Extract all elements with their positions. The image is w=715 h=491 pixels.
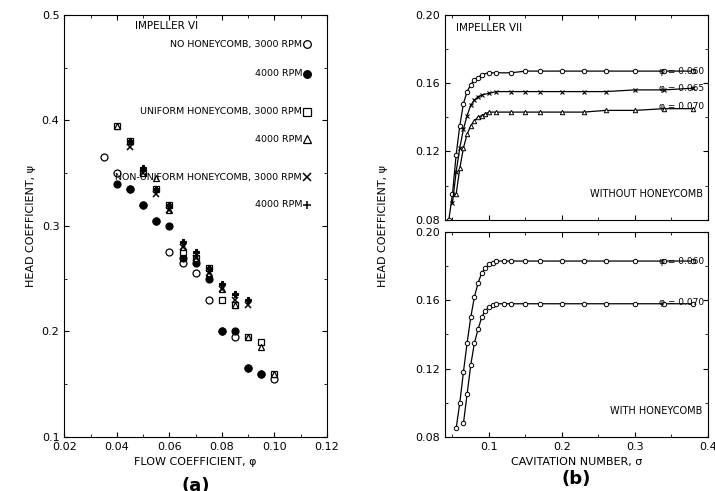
Text: IMPELLER VI: IMPELLER VI bbox=[135, 21, 198, 31]
Text: φ = 0.065: φ = 0.065 bbox=[659, 83, 704, 93]
Text: φ = 0.060: φ = 0.060 bbox=[659, 257, 704, 266]
Text: WITHOUT HONEYCOMB: WITHOUT HONEYCOMB bbox=[590, 189, 703, 199]
X-axis label: CAVITATION NUMBER, σ: CAVITATION NUMBER, σ bbox=[511, 458, 642, 467]
Text: 4000 RPM: 4000 RPM bbox=[255, 69, 302, 79]
Text: φ = 0.060: φ = 0.060 bbox=[659, 67, 704, 76]
Text: IMPELLER VII: IMPELLER VII bbox=[455, 23, 522, 33]
Text: NON-UNIFORM HONEYCOMB, 3000 RPM: NON-UNIFORM HONEYCOMB, 3000 RPM bbox=[115, 173, 302, 182]
Text: φ = 0.070: φ = 0.070 bbox=[659, 298, 704, 306]
Text: HEAD COEFFICIENT, ψ: HEAD COEFFICIENT, ψ bbox=[378, 165, 388, 287]
X-axis label: FLOW COEFFICIENT, φ: FLOW COEFFICIENT, φ bbox=[134, 458, 257, 467]
Text: (a): (a) bbox=[182, 477, 210, 491]
Text: 4000 RPM: 4000 RPM bbox=[255, 200, 302, 209]
Text: WITH HONEYCOMB: WITH HONEYCOMB bbox=[610, 407, 703, 416]
Text: UNIFORM HONEYCOMB, 3000 RPM: UNIFORM HONEYCOMB, 3000 RPM bbox=[140, 108, 302, 116]
Text: NO HONEYCOMB, 3000 RPM: NO HONEYCOMB, 3000 RPM bbox=[170, 40, 302, 49]
Text: (b): (b) bbox=[562, 470, 591, 488]
Text: 4000 RPM: 4000 RPM bbox=[255, 135, 302, 144]
Text: φ = 0.070: φ = 0.070 bbox=[659, 103, 704, 111]
Y-axis label: HEAD COEFFICIENT, ψ: HEAD COEFFICIENT, ψ bbox=[26, 165, 36, 287]
